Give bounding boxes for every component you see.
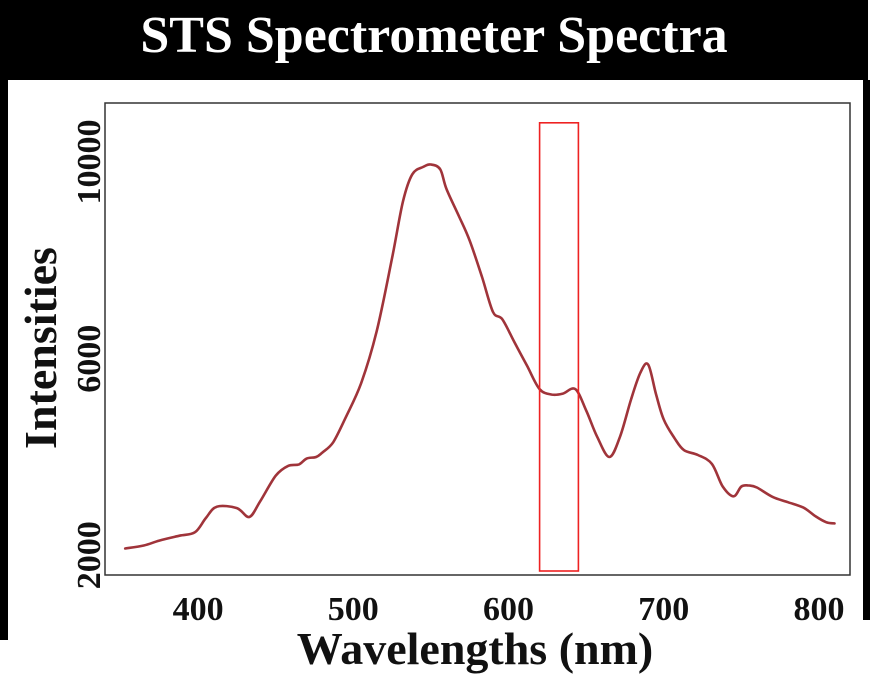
y-tick-label: 10000 xyxy=(71,120,108,205)
y-axis-title: Intensities xyxy=(15,247,66,449)
x-tick-label: 600 xyxy=(483,591,534,628)
x-tick-label: 500 xyxy=(328,591,379,628)
left-border xyxy=(0,80,8,640)
x-tick-label: 800 xyxy=(794,591,845,628)
title-bar: STS Spectrometer Spectra xyxy=(0,0,868,80)
x-tick-label: 700 xyxy=(638,591,689,628)
chart-title: STS Spectrometer Spectra xyxy=(140,7,728,64)
x-tick-label: 400 xyxy=(173,591,224,628)
y-tick-label: 6000 xyxy=(71,325,108,393)
plot-frame xyxy=(104,102,851,576)
y-tick-labels: 2000 6000 10000 xyxy=(71,120,108,590)
x-axis-title: Wavelengths (nm) xyxy=(297,623,654,674)
highlight-region-box xyxy=(538,122,580,572)
spectrum-line xyxy=(123,163,836,550)
x-tick-labels: 400 500 600 700 800 xyxy=(173,591,845,628)
y-tick-label: 2000 xyxy=(71,521,108,589)
right-border xyxy=(863,80,870,620)
